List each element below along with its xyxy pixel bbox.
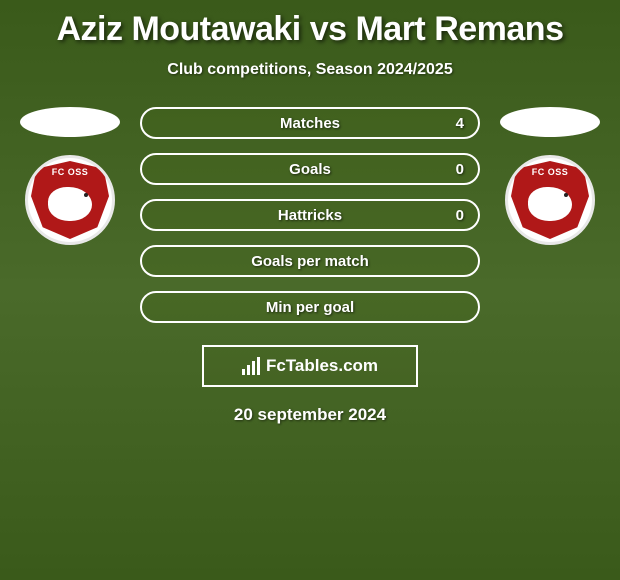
bars-icon (242, 357, 260, 375)
club-badge-label: FC OSS (52, 167, 89, 177)
stats-panel: Matches 4 Goals 0 Hattricks 0 Goals per … (140, 107, 480, 323)
player-photo-placeholder (500, 107, 600, 137)
source-watermark: FcTables.com (202, 345, 418, 387)
stat-row-goals: Goals 0 (140, 153, 480, 185)
stat-label: Hattricks (278, 207, 342, 224)
watermark-text: FcTables.com (266, 356, 378, 376)
club-badge-left: FC OSS (25, 155, 115, 245)
bull-icon (528, 187, 572, 221)
stat-row-matches: Matches 4 (140, 107, 480, 139)
stat-row-min-per-goal: Min per goal (140, 291, 480, 323)
club-shield: FC OSS (511, 161, 589, 239)
stat-label: Matches (280, 115, 340, 132)
bull-icon (48, 187, 92, 221)
right-player-column: FC OSS (500, 107, 600, 245)
stat-row-goals-per-match: Goals per match (140, 245, 480, 277)
page-title: Aziz Moutawaki vs Mart Remans (0, 0, 620, 49)
stat-value: 0 (456, 161, 464, 178)
stat-value: 0 (456, 207, 464, 224)
stat-label: Goals (289, 161, 331, 178)
season-subtitle: Club competitions, Season 2024/2025 (0, 61, 620, 79)
club-badge-right: FC OSS (505, 155, 595, 245)
club-shield: FC OSS (31, 161, 109, 239)
comparison-layout: FC OSS Matches 4 Goals 0 Hattricks 0 Goa… (0, 107, 620, 323)
stat-label: Min per goal (266, 299, 354, 316)
stat-row-hattricks: Hattricks 0 (140, 199, 480, 231)
snapshot-date: 20 september 2024 (0, 405, 620, 425)
stat-value: 4 (456, 115, 464, 132)
player-photo-placeholder (20, 107, 120, 137)
club-badge-label: FC OSS (532, 167, 569, 177)
stat-label: Goals per match (251, 253, 369, 270)
left-player-column: FC OSS (20, 107, 120, 245)
